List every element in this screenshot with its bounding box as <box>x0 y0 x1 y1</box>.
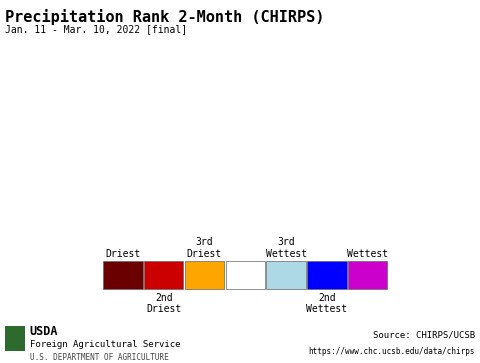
Bar <box>185 261 224 289</box>
Text: Jan. 11 - Mar. 10, 2022 [final]: Jan. 11 - Mar. 10, 2022 [final] <box>5 24 187 34</box>
Text: 2nd
Driest: 2nd Driest <box>146 293 181 314</box>
Text: Wettest: Wettest <box>347 249 388 258</box>
Bar <box>5 326 25 351</box>
Text: Source: CHIRPS/UCSB: Source: CHIRPS/UCSB <box>373 330 475 339</box>
Text: https://www.chc.ucsb.edu/data/chirps: https://www.chc.ucsb.edu/data/chirps <box>309 347 475 356</box>
Bar <box>307 261 347 289</box>
Text: Driest: Driest <box>105 249 141 258</box>
Text: Foreign Agricultural Service: Foreign Agricultural Service <box>30 340 180 348</box>
Text: 3rd
Wettest: 3rd Wettest <box>265 237 307 258</box>
Bar <box>226 261 265 289</box>
Text: Precipitation Rank 2-Month (CHIRPS): Precipitation Rank 2-Month (CHIRPS) <box>5 9 324 25</box>
Text: 2nd
Wettest: 2nd Wettest <box>306 293 348 314</box>
Text: USDA: USDA <box>30 325 58 338</box>
Text: 3rd
Driest: 3rd Driest <box>187 237 222 258</box>
Bar <box>144 261 183 289</box>
Bar <box>103 261 143 289</box>
Bar <box>348 261 387 289</box>
Bar <box>266 261 306 289</box>
Text: U.S. DEPARTMENT OF AGRICULTURE: U.S. DEPARTMENT OF AGRICULTURE <box>30 353 168 362</box>
